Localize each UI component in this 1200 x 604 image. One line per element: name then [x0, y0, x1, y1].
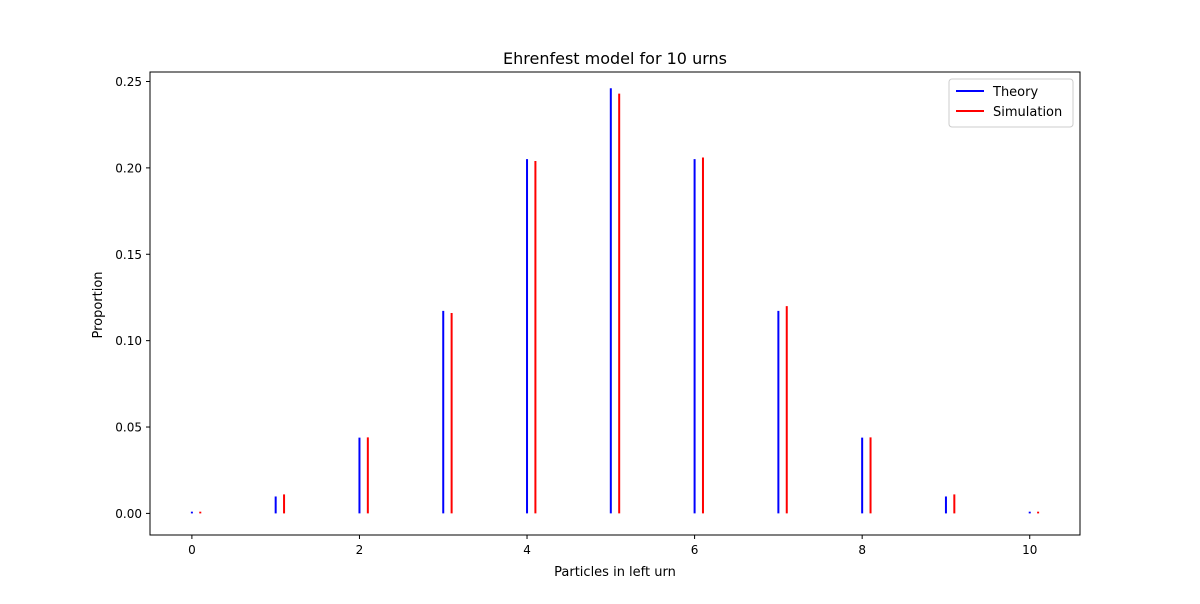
ticks-layer: 0 2 4 6 8 10 0.00 0.05 0.10 0.15 0.20 0.25	[115, 75, 1037, 557]
x-tick-label: 0	[188, 543, 196, 557]
axes-frame	[149, 71, 1081, 536]
bars-layer	[190, 88, 1040, 514]
y-tick-label: 0.15	[115, 248, 142, 262]
chart-title: Ehrenfest model for 10 urns	[503, 49, 727, 68]
legend-label-theory: Theory	[992, 85, 1038, 100]
x-tick-label: 8	[858, 543, 866, 557]
x-tick-label: 4	[523, 543, 531, 557]
legend-label-simulation: Simulation	[993, 105, 1062, 120]
y-tick-label: 0.20	[115, 161, 142, 175]
x-tick-label: 6	[691, 543, 699, 557]
x-axis-label: Particles in left urn	[554, 565, 676, 580]
x-tick-label: 2	[356, 543, 364, 557]
y-tick-label: 0.25	[115, 75, 142, 89]
y-tick-label: 0.00	[115, 507, 142, 521]
x-tick-label: 10	[1022, 543, 1037, 557]
y-tick-label: 0.05	[115, 421, 142, 435]
legend: Theory Simulation	[948, 78, 1074, 128]
y-axis-label: Proportion	[91, 271, 106, 338]
y-tick-label: 0.10	[115, 334, 142, 348]
